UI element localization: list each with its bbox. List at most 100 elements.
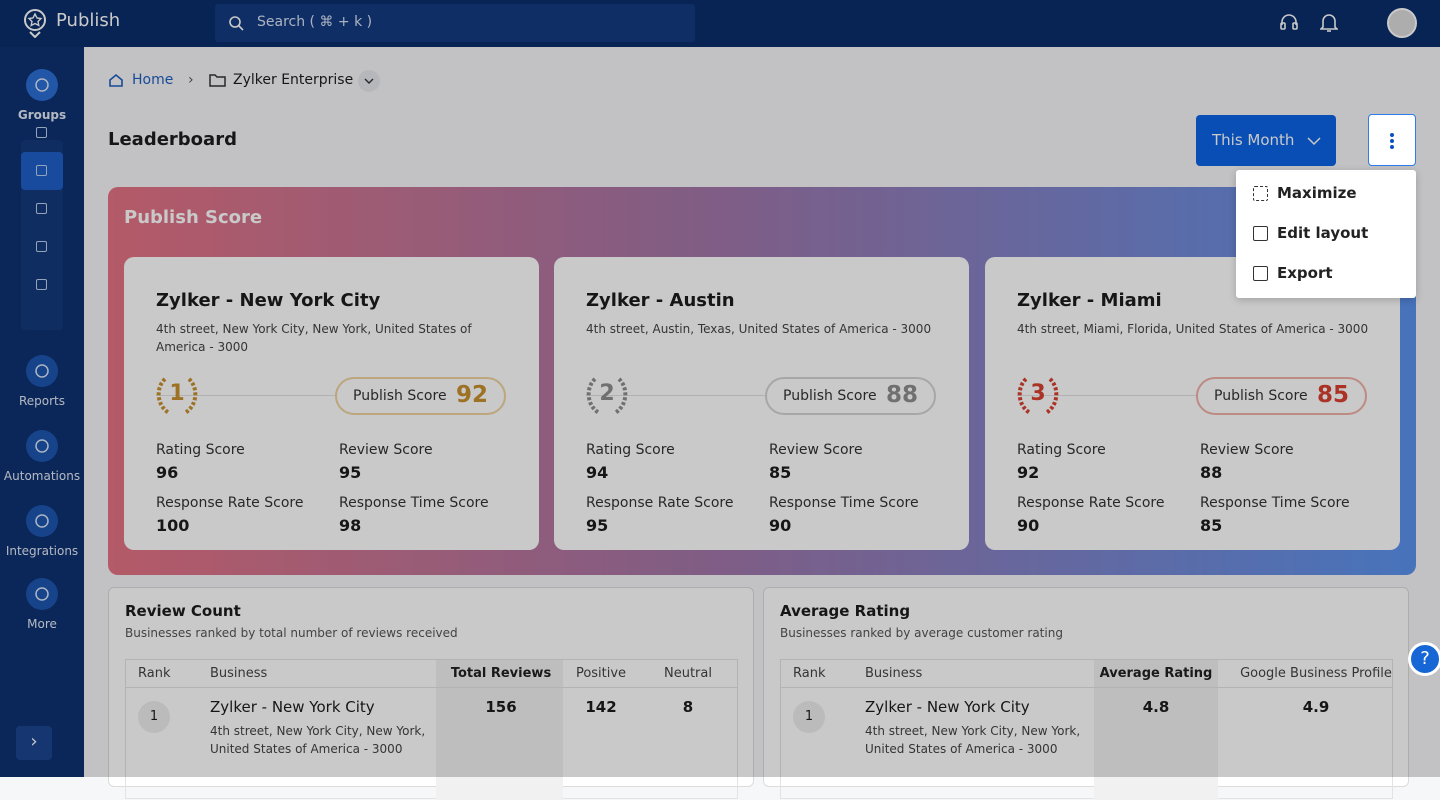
business-address: 4th street, New York City, New York, Uni… — [865, 724, 1081, 756]
score-pill: Publish Score 88 — [765, 377, 936, 415]
breadcrumb-separator: › — [188, 72, 194, 88]
menu-icon — [1253, 266, 1268, 281]
nav-label[interactable]: More — [27, 617, 57, 631]
table: Rank Business Total Reviews Positive Neutral… — [125, 659, 738, 800]
score-pill: Publish Score 92 — [335, 377, 506, 415]
business-address: 4th street, Miami, Florida, United State… — [1017, 322, 1369, 336]
panel-subtitle: Businesses ranked by average customer ra… — [780, 626, 1063, 640]
search-placeholder: Search ( ⌘ + k ) — [257, 14, 373, 30]
metric-label: Review Score — [1200, 442, 1294, 458]
nav-label[interactable]: Automations — [3, 469, 81, 483]
breadcrumb-home[interactable]: Home — [132, 72, 174, 88]
cell-value: 4.8 — [1142, 698, 1170, 716]
business-name: Zylker - New York City — [210, 698, 375, 716]
score-value: 88 — [885, 382, 918, 408]
column-header: Total Reviews — [450, 666, 552, 681]
column-header: Rank — [793, 666, 826, 681]
metric-value: 85 — [1200, 516, 1223, 535]
business-address: 4th street, New York City, New York, Uni… — [156, 322, 472, 354]
nav-icon[interactable] — [26, 505, 58, 537]
business-name: Zylker - Austin — [586, 290, 735, 311]
column-header: Business — [210, 666, 268, 681]
help-button[interactable]: ? — [1408, 642, 1440, 676]
period-button[interactable]: This Month — [1196, 115, 1336, 166]
column-header: Rank — [138, 666, 171, 681]
header-divider — [781, 687, 1392, 688]
divider — [156, 395, 506, 396]
options-menu: Maximize Edit layout Export — [1236, 170, 1416, 298]
page-title: Leaderboard — [108, 129, 237, 150]
column-header: Average Rating — [1099, 666, 1213, 681]
sidebar: Groups Reports Automations Integrations More… — [0, 47, 84, 777]
sub-nav-item[interactable] — [21, 228, 63, 266]
nav-icon[interactable] — [26, 430, 58, 462]
nav-label[interactable]: Integrations — [5, 544, 79, 558]
logo — [24, 9, 46, 38]
banner-title: Publish Score — [124, 207, 263, 228]
metric-label: Response Time Score — [339, 495, 489, 511]
more-options-button[interactable] — [1368, 114, 1416, 166]
metric-label: Response Rate Score — [586, 495, 734, 511]
nav-icon[interactable] — [26, 355, 58, 387]
business-name: Zylker - New York City — [156, 290, 381, 311]
avatar[interactable] — [1387, 8, 1417, 38]
score-card: Zylker - Austin 4th street, Austin, Texas… — [554, 257, 969, 550]
breadcrumb-current: Zylker Enterprise — [233, 72, 354, 88]
score-label: Publish Score — [353, 388, 447, 404]
nav-icon[interactable] — [26, 578, 58, 610]
panel-title: Average Rating — [780, 602, 911, 620]
metric-value: 90 — [1017, 516, 1040, 535]
metric-value: 98 — [339, 516, 362, 535]
score-pill: Publish Score 85 — [1196, 377, 1367, 415]
metric-value: 95 — [339, 463, 362, 482]
score-card: Zylker - New York City 4th street, New Yo… — [124, 257, 539, 550]
score-label: Publish Score — [1214, 388, 1308, 404]
nav-label[interactable]: Groups — [17, 108, 67, 122]
metric-label: Rating Score — [1017, 442, 1106, 458]
top-bar: Publish Search ( ⌘ + k ) — [0, 0, 1440, 47]
cell-value: 4.9 — [1302, 698, 1330, 716]
business-name: Zylker - New York City — [865, 698, 1030, 716]
sub-nav-item[interactable] — [21, 190, 63, 228]
nav-label[interactable]: Reports — [18, 394, 66, 408]
app-name: Publish — [56, 10, 121, 31]
metric-value: 85 — [769, 463, 792, 482]
business-address: 4th street, Austin, Texas, United States… — [586, 322, 932, 336]
table-panel: Review Count Businesses ranked by total n… — [108, 587, 754, 800]
sub-nav-item[interactable] — [21, 114, 63, 152]
score-label: Publish Score — [783, 388, 877, 404]
home-icon[interactable] — [108, 72, 124, 92]
metric-value: 96 — [156, 463, 179, 482]
rank-badge: 1 — [138, 701, 170, 733]
panel-subtitle: Businesses ranked by total number of rev… — [125, 626, 458, 640]
business-address: 4th street, New York City, New York, Uni… — [210, 724, 426, 756]
sub-nav-item[interactable] — [21, 152, 63, 190]
notification-icon[interactable] — [1320, 12, 1338, 34]
score-card: Zylker - Miami 4th street, Miami, Florida… — [985, 257, 1400, 550]
expand-button[interactable]: › — [16, 726, 52, 760]
menu-icon — [1253, 186, 1268, 201]
rank-badge: 1 — [793, 701, 825, 733]
menu-item[interactable]: Edit layout — [1277, 224, 1369, 242]
score-value: 92 — [455, 382, 488, 408]
modal-overlay[interactable] — [0, 0, 1440, 777]
support-icon[interactable] — [1279, 13, 1299, 33]
sub-nav-item[interactable] — [21, 266, 63, 304]
menu-item[interactable]: Export — [1277, 264, 1333, 282]
metric-label: Rating Score — [586, 442, 675, 458]
menu-item[interactable]: Maximize — [1277, 184, 1357, 202]
nav-icon[interactable] — [26, 69, 58, 101]
column-header: Google Business Profile — [1240, 666, 1392, 681]
metric-label: Response Time Score — [769, 495, 919, 511]
column-header: Business — [865, 666, 923, 681]
search-box[interactable]: Search ( ⌘ + k ) — [215, 4, 695, 42]
metric-value: 90 — [769, 516, 792, 535]
divider — [586, 395, 936, 396]
breadcrumb-dropdown[interactable] — [358, 70, 380, 92]
business-name: Zylker - Miami — [1017, 290, 1162, 311]
rank-medal: 1 — [152, 373, 202, 419]
search-icon — [229, 16, 244, 31]
panel-title: Review Count — [125, 602, 241, 620]
menu-icon — [1253, 226, 1268, 241]
